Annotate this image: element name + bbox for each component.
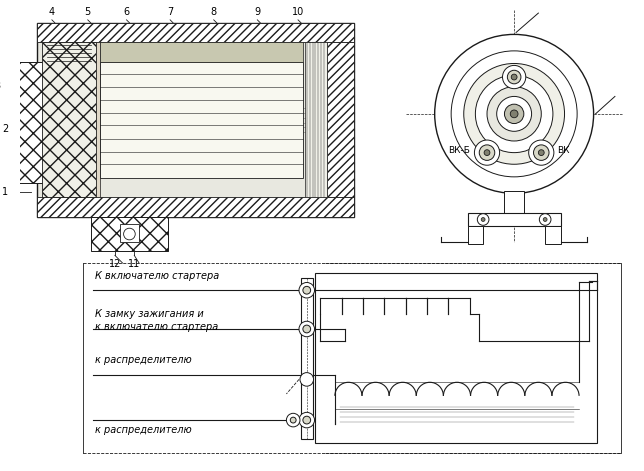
Text: 10: 10: [292, 7, 304, 17]
Circle shape: [124, 228, 135, 240]
Bar: [100, 62, 303, 178]
Circle shape: [300, 373, 314, 386]
Circle shape: [475, 140, 500, 165]
Text: 2: 2: [2, 124, 8, 134]
Circle shape: [539, 214, 551, 225]
Bar: [468, 226, 483, 244]
Circle shape: [299, 283, 314, 298]
Bar: [316, 273, 596, 443]
Circle shape: [484, 150, 490, 155]
Circle shape: [544, 218, 547, 221]
Circle shape: [287, 414, 300, 427]
Bar: [100, 42, 303, 62]
Circle shape: [507, 70, 521, 84]
Text: 5: 5: [84, 7, 91, 17]
Bar: [95, 42, 100, 197]
Bar: [37, 23, 354, 217]
Circle shape: [477, 214, 489, 225]
Circle shape: [529, 140, 554, 165]
Bar: [301, 277, 312, 439]
Circle shape: [299, 321, 314, 337]
Circle shape: [497, 97, 531, 131]
Bar: [37, 197, 354, 217]
Circle shape: [475, 75, 553, 153]
Text: К включателю стартера: К включателю стартера: [95, 270, 219, 281]
Bar: [37, 23, 354, 42]
Text: 11: 11: [128, 259, 140, 269]
Bar: [91, 217, 168, 251]
Circle shape: [290, 417, 296, 423]
Circle shape: [303, 416, 310, 424]
Text: 7: 7: [167, 7, 173, 17]
Text: ВК: ВК: [303, 288, 311, 293]
Circle shape: [511, 74, 517, 80]
Text: 9: 9: [254, 7, 260, 17]
Circle shape: [504, 104, 524, 123]
Circle shape: [451, 51, 577, 177]
Circle shape: [479, 145, 495, 161]
Text: 4: 4: [49, 7, 55, 17]
Text: ВК-Б: ВК-Б: [301, 326, 313, 332]
Circle shape: [510, 110, 518, 118]
Bar: [327, 42, 354, 197]
Bar: [545, 226, 561, 244]
Bar: [468, 213, 561, 226]
Bar: [43, 42, 95, 197]
Circle shape: [487, 87, 541, 141]
Text: 1: 1: [2, 187, 8, 197]
Text: 6: 6: [124, 7, 129, 17]
Circle shape: [481, 218, 485, 221]
Circle shape: [435, 34, 594, 193]
Text: ВК: ВК: [557, 146, 569, 155]
Circle shape: [533, 145, 549, 161]
Bar: [305, 42, 327, 197]
Circle shape: [502, 65, 526, 89]
Circle shape: [538, 150, 544, 155]
Text: 12: 12: [109, 259, 121, 269]
Text: к распределителю: к распределителю: [95, 355, 191, 365]
Bar: [504, 191, 524, 213]
Text: к распределителю: к распределителю: [95, 425, 191, 435]
Circle shape: [299, 412, 314, 428]
Text: 8: 8: [211, 7, 217, 17]
Bar: [0, 62, 57, 183]
Text: к включателю стартера: к включателю стартера: [95, 322, 218, 332]
Bar: [120, 224, 139, 242]
Text: К замку зажигания и: К замку зажигания и: [95, 309, 204, 319]
Circle shape: [464, 64, 565, 164]
Circle shape: [303, 325, 310, 333]
Circle shape: [303, 286, 310, 294]
Text: ВК-Б: ВК-Б: [448, 146, 469, 155]
